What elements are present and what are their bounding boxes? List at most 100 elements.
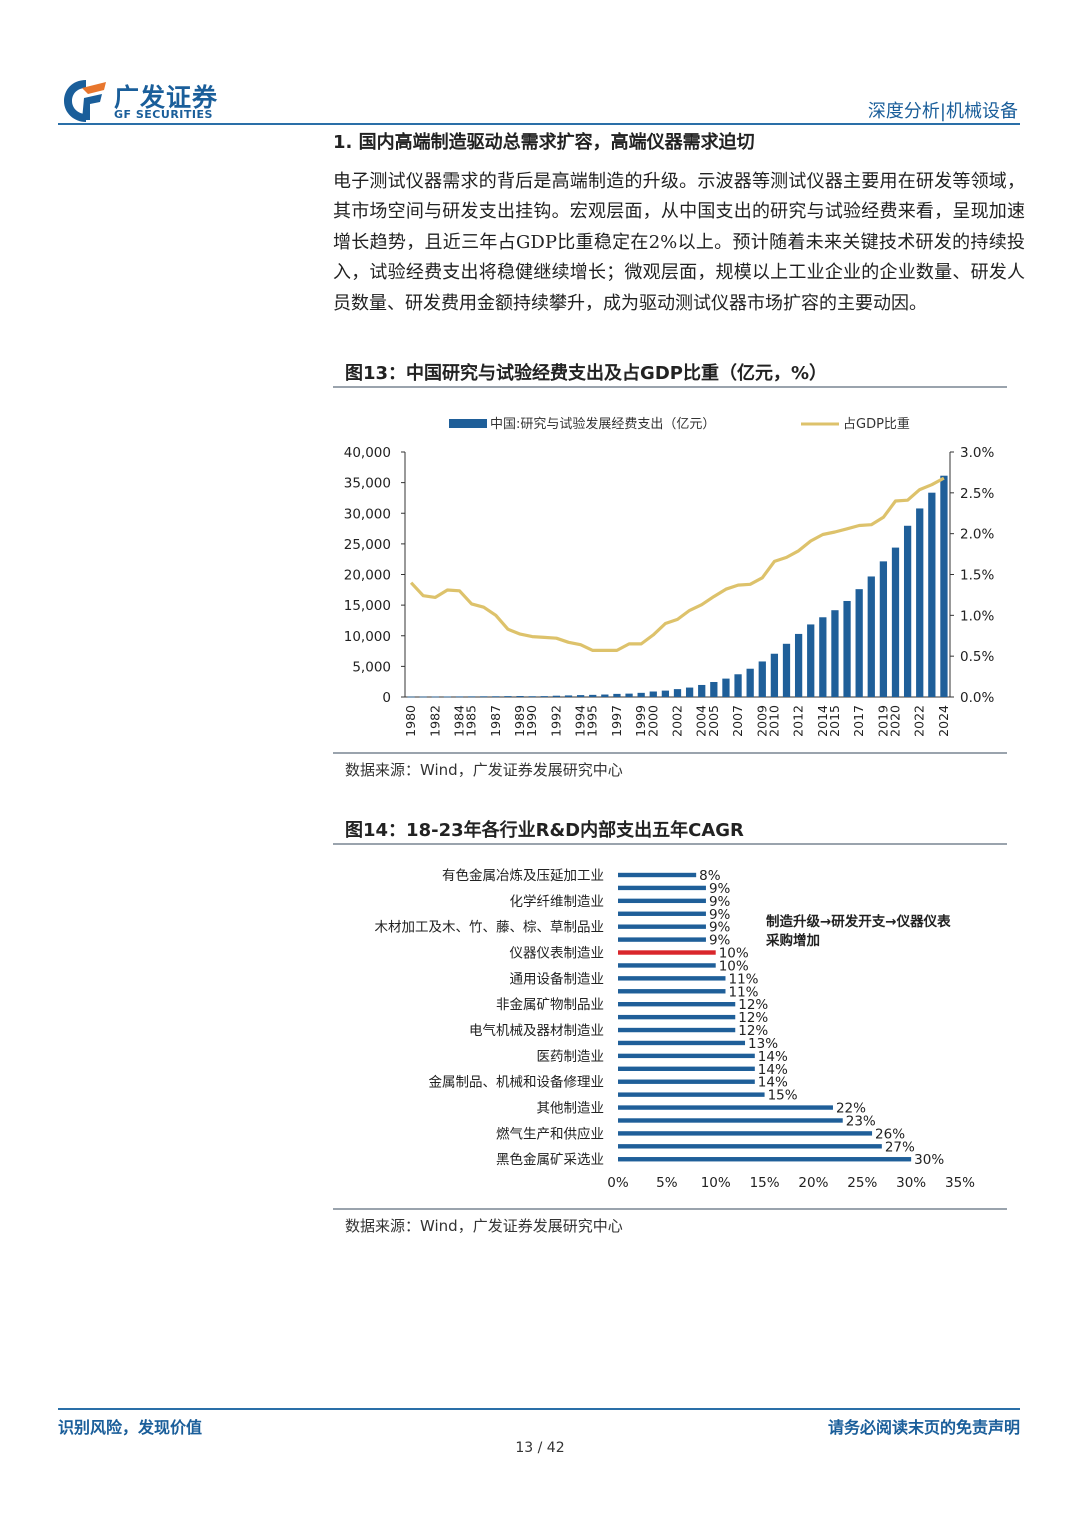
figure14-title: 图14：18-23年各行业R&D内部支出五年CAGR — [345, 820, 744, 841]
bar-value-label: 14% — [758, 1062, 788, 1078]
bar-value-label: 30% — [914, 1152, 944, 1168]
industry-label: 有色金属冶炼及压延加工业 — [442, 867, 604, 884]
rd-spend-bar — [528, 696, 536, 698]
bar-value-label: 10% — [719, 946, 749, 962]
rd-spend-bar — [637, 692, 645, 697]
bar-value-label: 11% — [728, 971, 758, 987]
gf-logo-icon — [64, 80, 106, 122]
x-tick-label: 2014 — [815, 705, 830, 737]
bar-value-label: 22% — [836, 1101, 866, 1117]
x-tick-label: 2000 — [645, 705, 660, 737]
left-tick-label: 20,000 — [344, 568, 391, 584]
right-tick-label: 1.5% — [960, 568, 994, 584]
rd-spend-bar — [903, 525, 912, 697]
industry-cagr-bar — [618, 885, 706, 891]
rd-spend-bar — [613, 693, 621, 697]
bar-value-label: 10% — [719, 958, 749, 974]
rd-spend-bar — [589, 694, 597, 697]
bar-value-label: 12% — [738, 1010, 768, 1026]
right-tick-label: 0.5% — [960, 649, 994, 665]
bar-value-label: 9% — [709, 894, 731, 910]
legend-bar-label: 中国:研究与试验发展经费支出（亿元） — [490, 416, 715, 432]
x-tick-label: 2012 — [791, 705, 806, 737]
rd-spend-bar — [807, 624, 815, 697]
rd-spend-bar — [770, 653, 779, 697]
x-tick-label: 1990 — [524, 705, 539, 737]
industry-cagr-bar — [618, 1118, 843, 1123]
industry-label: 金属制品、机械和设备修理业 — [429, 1074, 605, 1091]
rd-spend-bar — [455, 696, 464, 698]
rd-spend-bar — [431, 696, 439, 698]
bar-value-label: 11% — [728, 984, 758, 1000]
rd-spend-bar — [819, 617, 827, 697]
rd-spend-bar — [843, 600, 851, 697]
chart-annotation: 制造升级→研发开支→仪器仪表 — [766, 913, 951, 930]
industry-cagr-bar — [618, 911, 706, 916]
x-tick-label: 2022 — [912, 705, 927, 737]
industry-cagr-bar — [618, 1131, 873, 1136]
x-tick-label: 1992 — [548, 705, 563, 737]
industry-cagr-bar — [618, 898, 706, 904]
rd-spend-bar — [758, 661, 766, 697]
right-tick-label: 0.0% — [960, 690, 994, 706]
x-tick-label: 25% — [847, 1175, 877, 1191]
bar-value-label: 9% — [709, 907, 731, 923]
x-tick-label: 2024 — [936, 705, 951, 737]
industry-label: 木材加工及木、竹、藤、棕、草制品业 — [375, 920, 605, 936]
logo-english-name: GF SECURITIES — [114, 108, 213, 121]
x-tick-label: 2010 — [766, 705, 781, 737]
x-tick-label: 2017 — [851, 705, 866, 737]
rd-spend-bar — [552, 695, 561, 697]
industry-cagr-bar — [618, 1040, 746, 1046]
bar-value-label: 26% — [875, 1126, 905, 1142]
figure14-source: 数据来源：Wind，广发证券发展研究中心 — [345, 1217, 623, 1235]
rd-spend-bar — [419, 696, 427, 698]
x-tick-label: 2009 — [754, 705, 769, 737]
rd-spend-bar — [746, 668, 754, 697]
footer-divider — [58, 1408, 1020, 1410]
rd-spend-bar — [831, 610, 839, 697]
header-divider — [58, 123, 1020, 125]
chart-annotation: 采购增加 — [766, 932, 820, 949]
right-tick-label: 3.0% — [960, 445, 994, 461]
figure13-bottom-rule — [333, 752, 1007, 754]
figure13-source: 数据来源：Wind，广发证券发展研究中心 — [345, 761, 623, 779]
x-tick-label: 1995 — [585, 705, 600, 737]
bar-value-label: 27% — [885, 1139, 915, 1155]
industry-label: 其他制造业 — [537, 1101, 605, 1117]
legend-bar-swatch — [449, 419, 487, 428]
rd-spend-bar — [855, 589, 863, 697]
industry-cagr-bar — [618, 937, 706, 942]
x-tick-label: 30% — [896, 1175, 926, 1191]
x-tick-label: 2005 — [706, 705, 721, 737]
rd-spend-bar — [928, 492, 936, 697]
right-tick-label: 2.0% — [960, 527, 994, 543]
rd-spend-bar — [916, 508, 924, 697]
x-tick-label: 10% — [701, 1175, 731, 1191]
industry-cagr-bar — [618, 1144, 882, 1149]
x-tick-label: 0% — [607, 1175, 629, 1191]
page-number: 13 / 42 — [515, 1440, 565, 1456]
logo-chinese-name: 广发证券 — [114, 83, 219, 112]
industry-cagr-bar — [618, 1079, 755, 1084]
industry-label: 通用设备制造业 — [510, 970, 605, 987]
x-tick-label: 1987 — [488, 705, 503, 737]
figure13-title: 图13：中国研究与试验经费支出及占GDP比重（亿元，%） — [345, 363, 827, 384]
highlight-bar — [618, 950, 716, 955]
rd-spend-bar — [710, 681, 718, 697]
rd-spend-bar — [698, 684, 706, 697]
right-tick-label: 2.5% — [960, 486, 994, 502]
left-tick-label: 35,000 — [344, 476, 391, 492]
rd-spend-bar — [540, 696, 548, 697]
x-tick-label: 1994 — [573, 705, 588, 737]
rd-spend-bar — [625, 693, 633, 697]
footer-disclaimer: 请务必阅读末页的免责声明 — [827, 1418, 1020, 1437]
industry-cagr-bar — [618, 989, 726, 994]
industry-label: 非金属矿物制品业 — [496, 997, 604, 1013]
x-tick-label: 1980 — [403, 705, 418, 737]
rd-spend-bar — [722, 678, 730, 697]
figure13-chart: 中国:研究与试验发展经费支出（亿元） 占GDP比重 0 5,000 10,000 15,… — [344, 416, 995, 737]
x-tick-label: 2019 — [875, 705, 890, 737]
industry-label: 医药制造业 — [537, 1049, 605, 1065]
rd-spend-bar — [685, 687, 694, 697]
